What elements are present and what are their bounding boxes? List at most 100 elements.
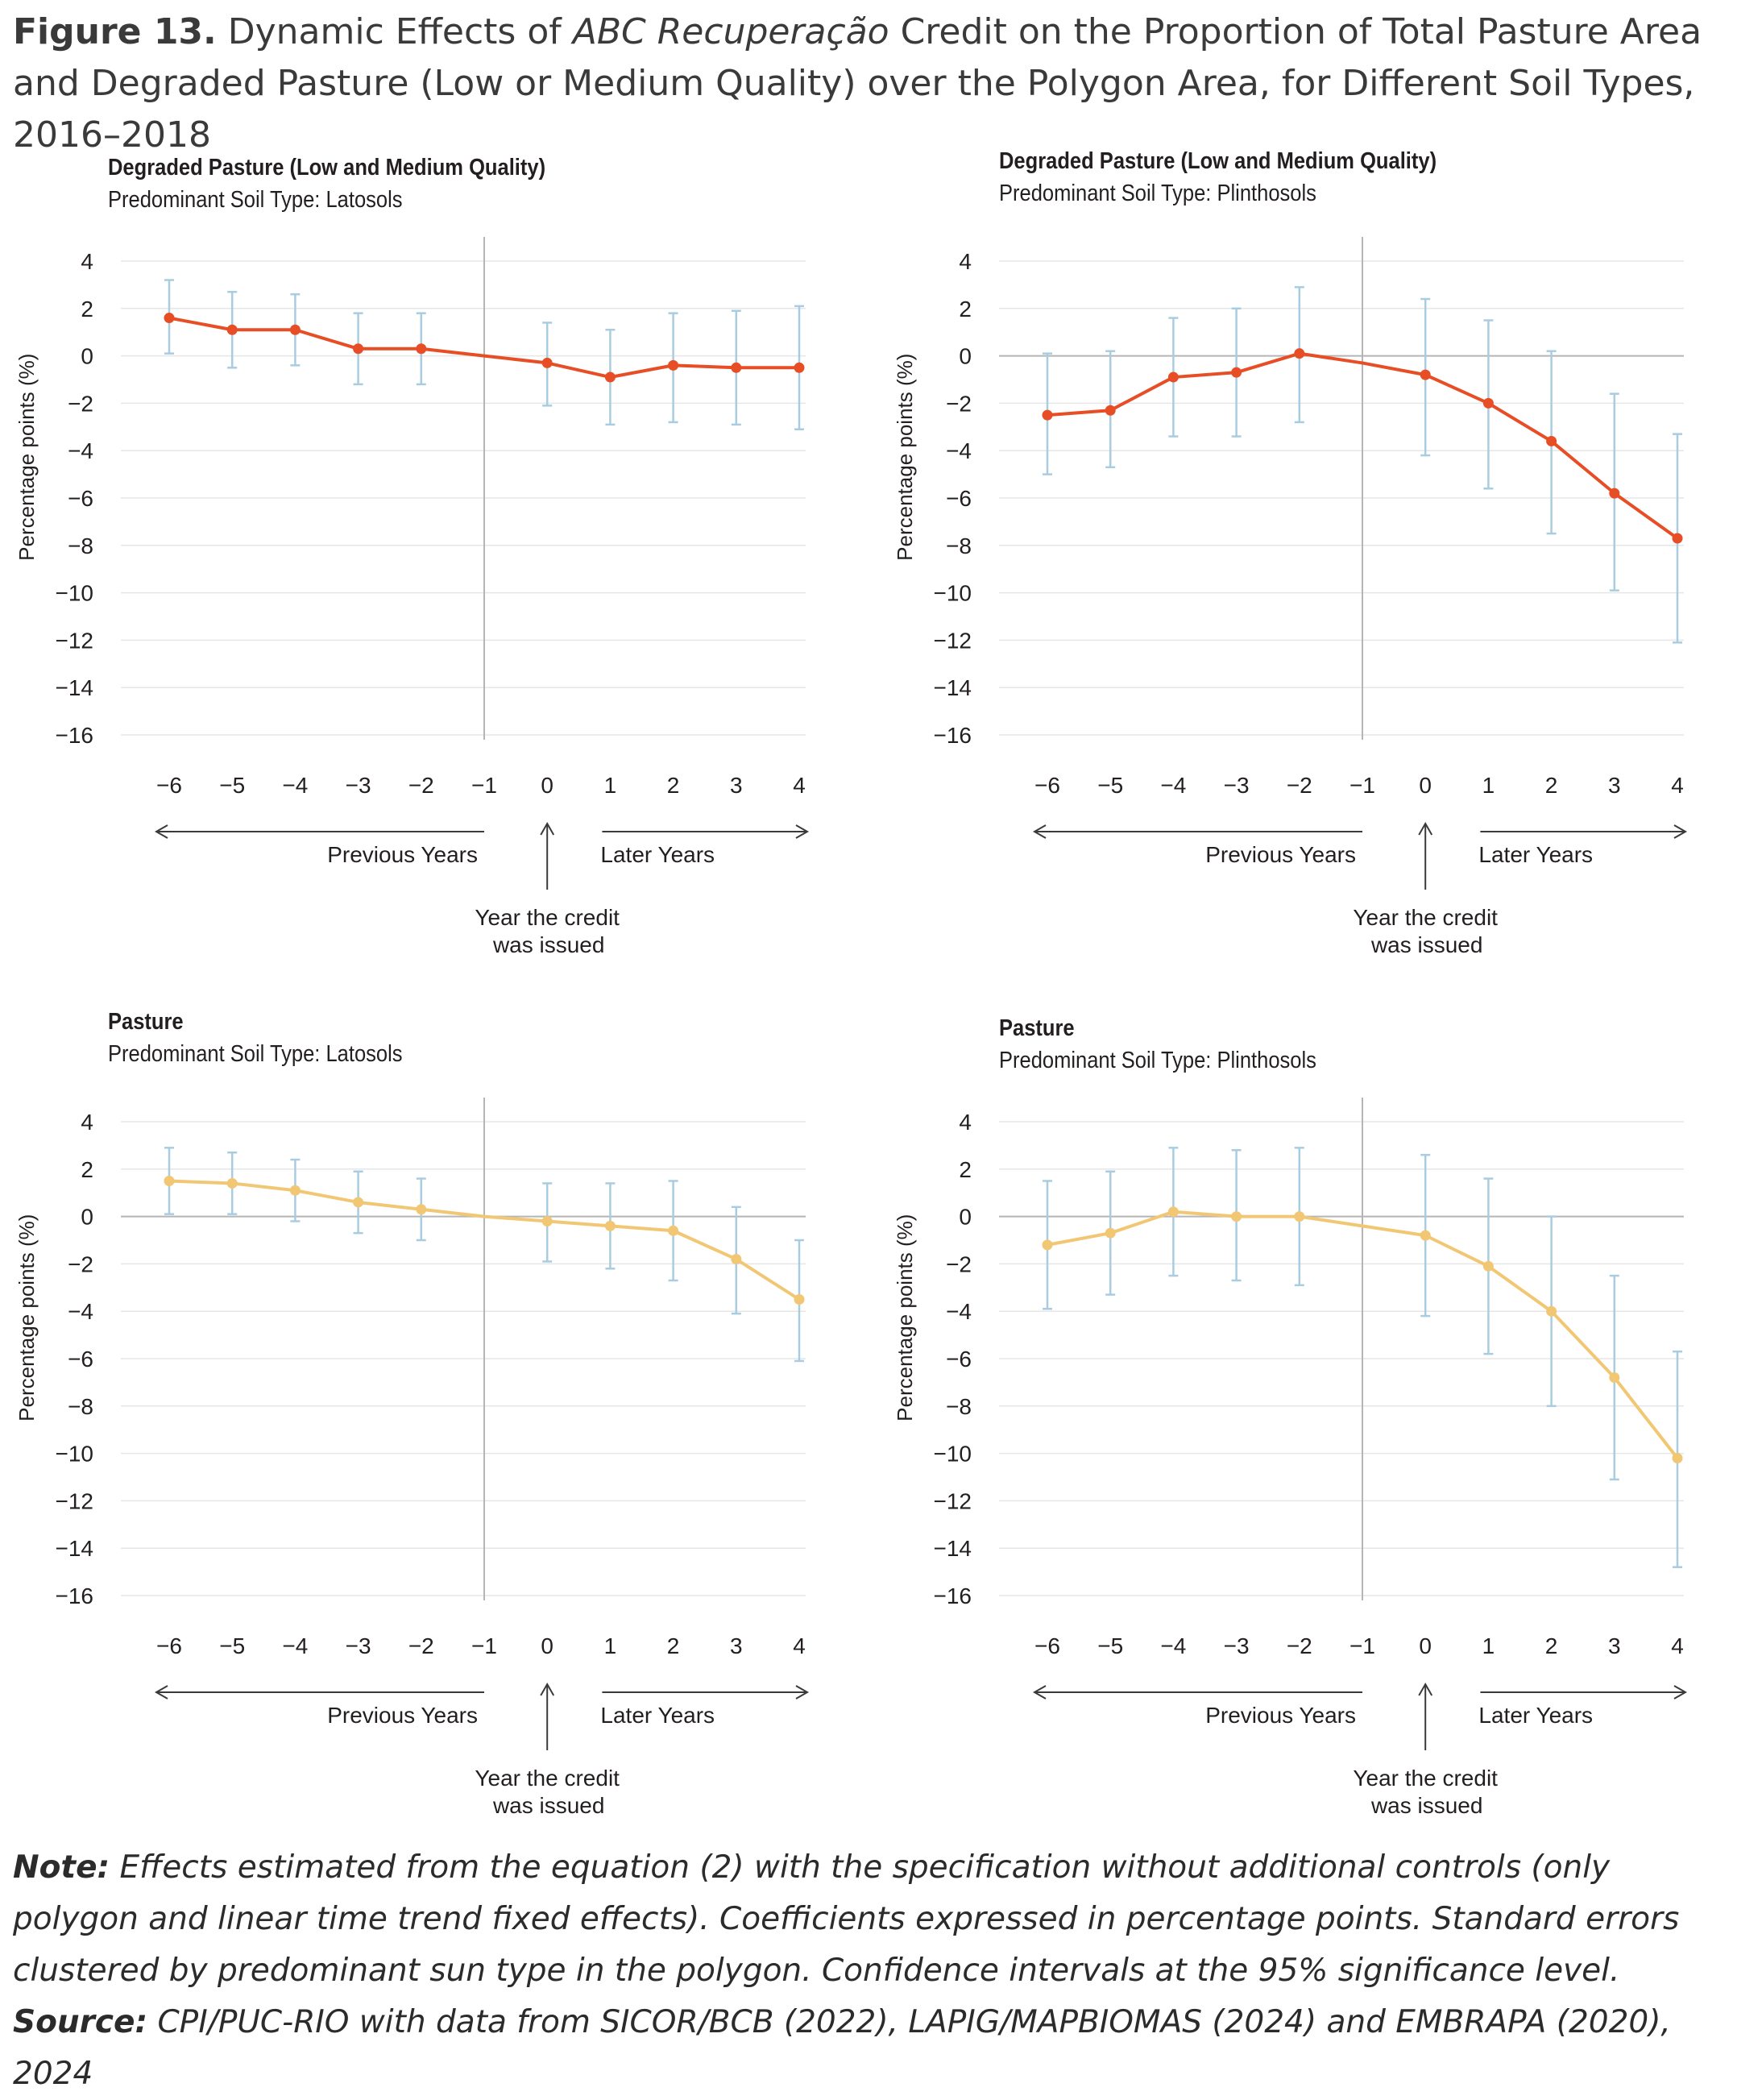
later-years-label: Later Years (1478, 842, 1593, 867)
y-tick-label: −16 (56, 723, 94, 748)
y-tick-label: −10 (56, 581, 94, 606)
data-point (541, 357, 553, 368)
data-point (1105, 1227, 1116, 1239)
x-tick-label: 2 (667, 773, 680, 798)
panel-title-block: Pasture Predominant Soil Type: Latosols (108, 1006, 403, 1070)
panel-title-block: Pasture Predominant Soil Type: Plinthoso… (999, 1012, 1316, 1077)
y-tick-label: 4 (81, 1110, 93, 1135)
y-tick-label: −14 (934, 1536, 972, 1561)
later-years-arrowhead (795, 1685, 810, 1700)
x-tick-label: −5 (1097, 773, 1123, 798)
source-label: Source: (13, 2004, 148, 2040)
credit-year-arrowhead (1418, 1682, 1433, 1696)
data-point (541, 1215, 553, 1226)
y-tick-label: 2 (81, 297, 93, 322)
data-point (1042, 1239, 1053, 1251)
chart-panel-pasture-latosols: Pasture Predominant Soil Type: Latosols … (0, 998, 880, 1860)
previous-years-arrowhead (154, 1685, 168, 1700)
note-label: Note: (13, 1849, 110, 1886)
previous-years-arrowhead (1032, 824, 1047, 839)
data-point (353, 343, 364, 355)
x-tick-label: 4 (793, 773, 806, 798)
y-tick-label: −10 (56, 1442, 94, 1467)
panel-title: Degraded Pasture (Low and Medium Quality… (999, 148, 1437, 174)
chart-panel-degraded-latosols: Degraded Pasture (Low and Medium Quality… (0, 137, 880, 999)
data-point (1420, 1230, 1431, 1241)
data-point (1294, 1211, 1305, 1222)
data-point (668, 359, 679, 371)
data-point (731, 1254, 742, 1265)
x-tick-label: 3 (1608, 773, 1621, 798)
data-point (794, 362, 805, 373)
y-tick-label: 0 (81, 344, 93, 369)
x-tick-label: 0 (541, 1633, 553, 1658)
y-tick-label: −8 (946, 1394, 972, 1419)
panel-title: Degraded Pasture (Low and Medium Quality… (108, 155, 546, 181)
y-tick-label: −12 (56, 1488, 94, 1513)
y-tick-label: 2 (81, 1157, 93, 1182)
note-text: Effects estimated from the equation (2) … (13, 1849, 1680, 1989)
x-tick-label: −4 (282, 1633, 308, 1658)
x-tick-label: 1 (1482, 1633, 1495, 1658)
x-tick-label: −6 (1034, 773, 1060, 798)
x-tick-label: 0 (1419, 773, 1432, 798)
y-tick-label: 0 (81, 1205, 93, 1230)
y-tick-label: −2 (946, 391, 972, 416)
note-line: Note: Effects estimated from the equatio… (13, 1842, 1745, 1997)
panel-title: Pasture (999, 1015, 1075, 1041)
figure-title: Figure 13. Dynamic Effects of ABC Recupe… (13, 6, 1745, 161)
data-point (1609, 1372, 1620, 1384)
figure-notes: Note: Effects estimated from the equatio… (13, 1842, 1745, 2100)
previous-years-label: Previous Years (327, 842, 478, 867)
y-tick-label: 4 (959, 1110, 972, 1135)
y-tick-label: −2 (946, 1251, 972, 1276)
data-point (1672, 533, 1683, 544)
y-tick-label: −10 (934, 1442, 972, 1467)
previous-years-arrowhead (1032, 1685, 1047, 1700)
y-tick-label: −4 (68, 1299, 93, 1324)
x-tick-label: 3 (1608, 1633, 1621, 1658)
series-line (1047, 1210, 1679, 1459)
panel-subtitle: Predominant Soil Type: Plinthosols (999, 181, 1316, 206)
data-point (604, 1220, 616, 1231)
data-point (1231, 1211, 1242, 1222)
panel-title-block: Degraded Pasture (Low and Medium Quality… (999, 145, 1437, 210)
x-tick-label: 2 (1545, 773, 1558, 798)
credit-year-label: Year the credit (1353, 905, 1498, 930)
y-tick-label: −12 (56, 628, 94, 653)
y-tick-label: −8 (68, 533, 93, 558)
x-tick-label: −4 (1160, 1633, 1186, 1658)
credit-year-arrowhead (1418, 821, 1433, 836)
y-tick-label: −6 (946, 486, 972, 511)
source-line: Source: CPI/PUC-RIO with data from SICOR… (13, 1997, 1745, 2100)
y-axis-label: Percentage points (%) (893, 1214, 917, 1421)
data-point (416, 343, 427, 355)
data-point (668, 1225, 679, 1236)
later-years-label: Later Years (1478, 1703, 1593, 1728)
y-tick-label: −2 (68, 1251, 93, 1276)
x-tick-label: 4 (1671, 1633, 1684, 1658)
x-tick-label: 4 (793, 1633, 806, 1658)
data-point (731, 362, 742, 373)
data-point (1231, 367, 1242, 378)
data-point (1546, 1305, 1557, 1317)
x-tick-label: −6 (1034, 1633, 1060, 1658)
x-tick-label: −5 (1097, 1633, 1123, 1658)
data-point (1042, 409, 1053, 421)
y-tick-label: 0 (959, 1205, 972, 1230)
y-tick-label: −14 (56, 675, 94, 700)
data-point (164, 313, 175, 324)
y-tick-label: −6 (946, 1347, 972, 1372)
x-tick-label: −1 (1349, 1633, 1375, 1658)
x-tick-label: 0 (1419, 1633, 1432, 1658)
credit-year-label: Year the credit (1353, 1766, 1498, 1791)
data-point (604, 371, 616, 383)
data-point (1482, 1260, 1494, 1272)
later-years-arrowhead (1673, 1685, 1688, 1700)
series-line (168, 316, 799, 380)
y-tick-label: −16 (56, 1583, 94, 1608)
panel-subtitle: Predominant Soil Type: Latosols (108, 187, 403, 213)
later-years-label: Later Years (600, 842, 715, 867)
data-point (794, 1294, 805, 1305)
x-tick-label: −3 (346, 1633, 371, 1658)
